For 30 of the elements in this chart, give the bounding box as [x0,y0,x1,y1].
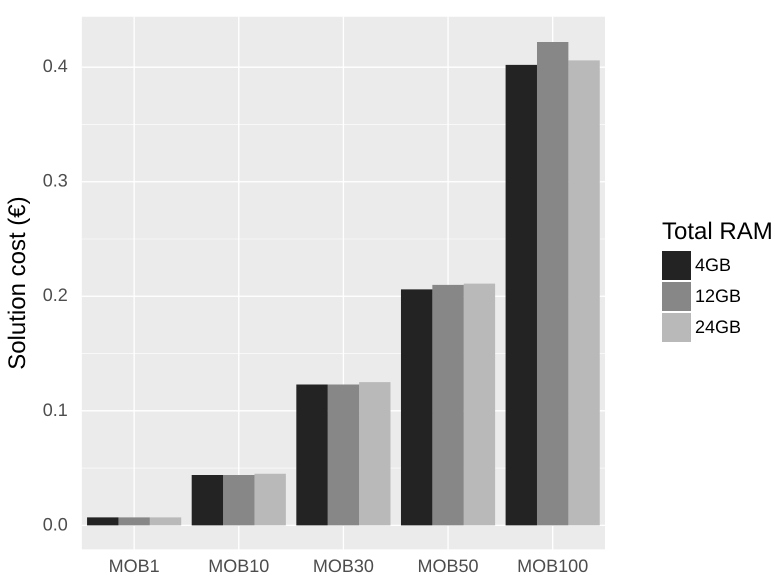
bar [118,517,150,526]
bar [254,474,286,526]
bar [150,517,182,526]
bar [536,42,568,526]
bar [506,64,537,526]
bar [400,289,432,526]
legend-label: 4GB [695,255,732,276]
bar [568,60,600,526]
y-tick-label: 0.0 [42,514,68,534]
bar [223,474,254,526]
x-tick-label: MOB100 [517,556,588,576]
x-tick-label: MOB1 [108,556,160,576]
bar [87,517,118,526]
legend-label: 24GB [695,317,742,338]
x-tick-label: MOB30 [312,556,374,576]
bar [328,384,360,526]
x-tick-label: MOB10 [208,556,270,576]
x-tick-label: MOB50 [418,556,479,576]
y-tick-label: 0.2 [42,285,68,306]
legend-title: Total RAM [662,218,773,246]
bar [192,474,224,526]
bar [464,284,496,526]
y-tick-label: 0.3 [42,170,68,191]
y-tick-label: 0.1 [42,400,68,420]
bar [432,284,464,526]
legend-label: 12GB [695,286,742,307]
y-tick-label: 0.4 [42,56,68,76]
y-axis-title: Solution cost (€) [4,196,32,370]
bar [359,382,390,526]
bar [296,384,328,526]
